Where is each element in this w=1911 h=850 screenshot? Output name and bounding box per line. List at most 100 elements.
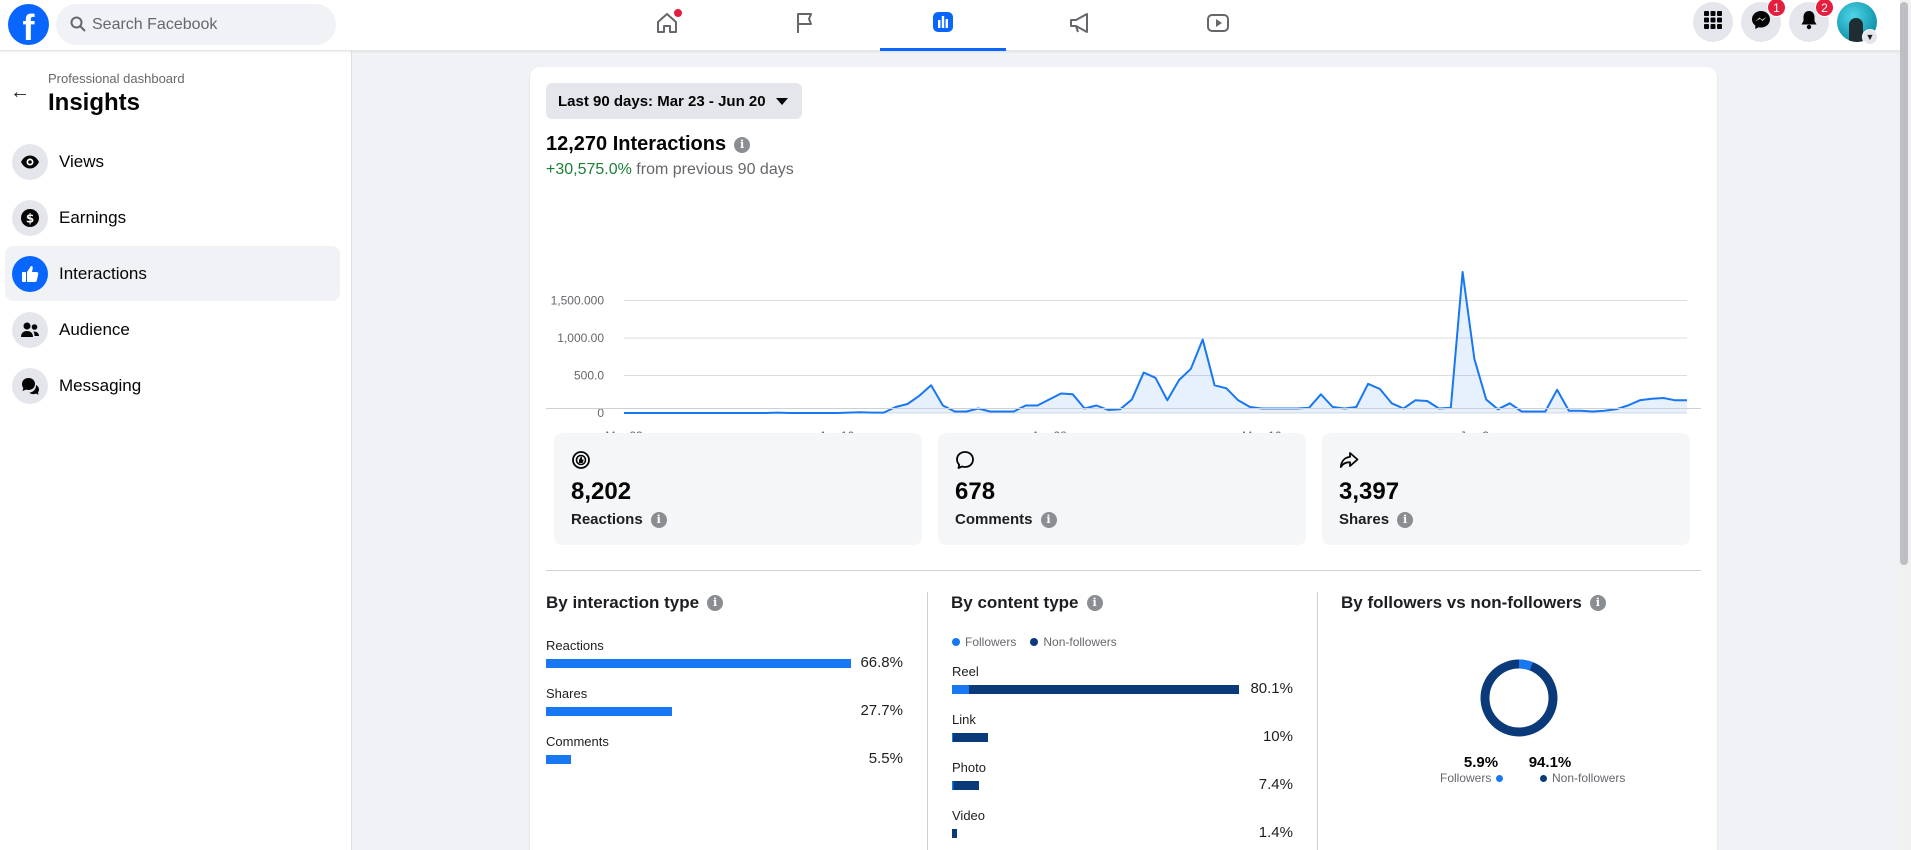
- sidebar-item-label: Audience: [59, 319, 130, 339]
- bar-label: Photo: [952, 760, 986, 775]
- legend-label: Followers: [1440, 771, 1492, 785]
- sidebar-item-label: Messaging: [59, 375, 142, 395]
- menu-button[interactable]: [1693, 2, 1733, 42]
- donut-slice-non-followers: [1480, 659, 1558, 737]
- info-icon[interactable]: i: [1086, 595, 1103, 611]
- section-separator: [927, 592, 928, 850]
- sidebar-item-views[interactable]: Views: [5, 134, 340, 189]
- bar-label: Shares: [546, 686, 588, 701]
- bar-label: Reel: [952, 664, 979, 679]
- search-box[interactable]: [56, 4, 336, 45]
- y-tick-label: 1,500.000: [551, 294, 605, 308]
- sidebar-item-audience[interactable]: Audience: [5, 302, 340, 357]
- section-title-followers: By followers vs non-followers i: [1341, 593, 1606, 613]
- bar-percent: 1.4%: [1258, 824, 1293, 841]
- top-navigation-bar: f 1: [0, 0, 1900, 51]
- messenger-badge: 1: [1767, 0, 1786, 17]
- flag-icon: [792, 10, 818, 41]
- back-arrow-icon[interactable]: ←: [10, 81, 30, 103]
- info-icon[interactable]: i: [650, 511, 667, 528]
- y-tick-label: 500.0: [574, 369, 604, 383]
- legend-dot-followers: [1496, 774, 1504, 782]
- scrollbar-thumb[interactable]: [1900, 2, 1908, 565]
- bar-label: Reactions: [546, 638, 604, 653]
- bar-percent: 66.8%: [860, 654, 903, 671]
- info-icon[interactable]: i: [734, 136, 751, 153]
- sidebar-item-messaging[interactable]: Messaging: [5, 358, 340, 413]
- page-title: Insights: [48, 89, 141, 116]
- section-title-text: By content type: [951, 593, 1079, 612]
- stacked-bar: [952, 829, 958, 838]
- sidebar-item-interactions[interactable]: Interactions: [5, 246, 340, 301]
- metric-label-row: Reactions i: [571, 511, 667, 528]
- bar-label: Comments: [546, 734, 609, 749]
- non-followers-percent: 94.1%: [1528, 754, 1572, 771]
- reactions-icon: [571, 450, 591, 475]
- bar: [546, 707, 673, 716]
- tab-pages[interactable]: [742, 0, 868, 51]
- bar: [546, 659, 851, 668]
- bar-percent: 80.1%: [1250, 680, 1293, 697]
- change-summary: +30,575.0% from previous 90 days: [546, 161, 794, 179]
- interactions-headline: 12,270 Interactions i: [546, 133, 751, 156]
- legend-dot-non-followers: [1030, 638, 1039, 646]
- sidebar-kicker: Professional dashboard: [48, 71, 185, 86]
- metric-label: Comments: [955, 511, 1033, 528]
- share-icon: [1339, 450, 1359, 475]
- facebook-logo-icon[interactable]: f: [8, 4, 49, 45]
- notifications-badge: 2: [1815, 0, 1834, 17]
- insights-sidebar: ← Professional dashboard Insights Views …: [0, 51, 352, 850]
- info-icon[interactable]: i: [1397, 511, 1414, 528]
- bar-percent: 5.5%: [868, 750, 903, 767]
- divider: [546, 570, 1701, 571]
- interactions-card: Last 90 days: Mar 23 - Jun 20 12,270 Int…: [530, 67, 1717, 850]
- metric-label: Reactions: [571, 511, 643, 528]
- metric-label: Shares: [1339, 511, 1390, 528]
- tab-ads[interactable]: [1017, 0, 1143, 51]
- followers-legend: Followers: [1440, 771, 1504, 785]
- legend-label: Non-followers: [1552, 771, 1626, 785]
- y-tick-label: 0: [597, 406, 604, 420]
- metric-shares: 3,397 Shares i: [1322, 433, 1690, 545]
- search-input[interactable]: [92, 4, 322, 45]
- bar: [546, 755, 572, 764]
- tab-home[interactable]: [604, 0, 730, 51]
- chat-bubbles-icon: [12, 367, 48, 404]
- interactions-total: 12,270 Interactions: [546, 133, 727, 155]
- change-percent: +30,575.0%: [546, 161, 632, 178]
- stacked-bar: [952, 733, 988, 742]
- info-icon[interactable]: i: [1040, 511, 1057, 528]
- notifications-button[interactable]: 2: [1789, 0, 1834, 42]
- y-tick-label: 1,000.00: [557, 331, 604, 345]
- video-play-icon: [1205, 10, 1231, 41]
- chevron-down-icon[interactable]: ▼: [1862, 29, 1878, 45]
- bar-label: Video: [952, 808, 986, 823]
- date-range-dropdown[interactable]: Last 90 days: Mar 23 - Jun 20: [546, 83, 802, 119]
- info-icon[interactable]: i: [1589, 595, 1606, 611]
- home-notification-dot: [674, 9, 682, 17]
- section-separator: [1317, 592, 1318, 850]
- sidebar-item-earnings[interactable]: $ Earnings: [5, 190, 340, 245]
- legend-dot-non-followers: [1540, 774, 1547, 782]
- eye-icon: [12, 143, 48, 180]
- donut-slice-followers: [1480, 659, 1558, 737]
- sidebar-item-label: Earnings: [59, 207, 127, 227]
- info-icon[interactable]: i: [707, 595, 724, 611]
- bar-chart-icon: [930, 9, 956, 40]
- metric-value: 3,397: [1339, 478, 1400, 505]
- metric-value: 678: [955, 478, 996, 505]
- bar-percent: 10%: [1262, 728, 1293, 745]
- section-title-interaction-type: By interaction type i: [546, 593, 724, 613]
- section-title-text: By interaction type: [546, 593, 700, 612]
- tab-insights[interactable]: [880, 0, 1006, 51]
- section-title-text: By followers vs non-followers: [1341, 593, 1582, 612]
- svg-text:$: $: [26, 211, 34, 225]
- page-scrollbar[interactable]: [1897, 0, 1911, 850]
- metric-value: 8,202: [571, 478, 632, 505]
- home-icon: [654, 10, 680, 41]
- tab-watch[interactable]: [1155, 0, 1281, 51]
- messenger-icon: [1751, 10, 1771, 35]
- grid-menu-icon: [1704, 10, 1722, 34]
- megaphone-icon: [1067, 10, 1093, 41]
- messenger-button[interactable]: 1: [1741, 0, 1786, 42]
